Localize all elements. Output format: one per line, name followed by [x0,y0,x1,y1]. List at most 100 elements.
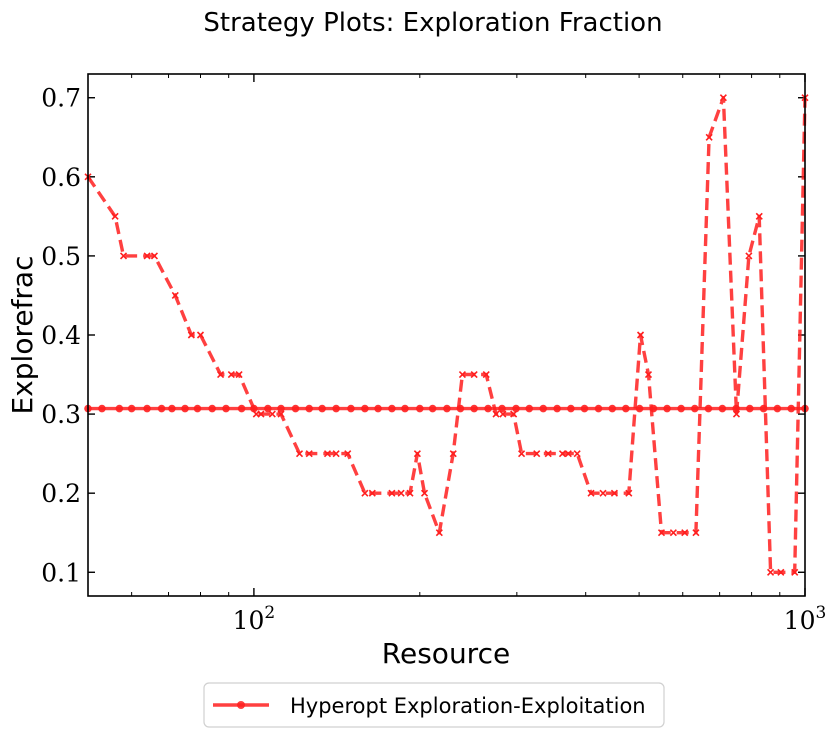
data-point [305,404,314,413]
data-point [553,404,561,413]
legend-box [203,682,665,728]
data-point-x [681,529,689,537]
data-point-x [558,450,567,458]
data-point [277,404,285,413]
data-point-x [344,450,352,458]
data-point-x [492,410,500,418]
data-point [567,404,575,413]
data-point [718,404,727,413]
data-point-x [295,450,304,458]
data-point-x [150,252,159,260]
x-axis-label: Resource [382,637,510,670]
data-point [291,404,300,413]
data-point-x [119,252,128,260]
data-point [98,404,106,413]
data-point-x [413,450,421,458]
data-point [401,404,409,413]
data-point-x [277,410,285,418]
data-point-x [719,94,727,102]
data-point-x [692,529,700,537]
data-point-x [745,252,753,260]
data-point [374,404,382,413]
x-tick-label: 103 [784,603,827,635]
data-point-x [332,450,340,458]
data-point-x [111,212,119,220]
data-point-x [458,370,466,379]
data-point-x [171,291,179,300]
legend-label: Hyperopt Exploration-Exploitation [290,694,646,718]
data-point-x [482,370,490,379]
data-point-x [669,529,677,537]
y-tick-label: 0.4 [41,321,81,350]
y-tick-label: 0.6 [41,163,81,192]
data-point-x [235,370,243,379]
data-point-x [217,370,225,379]
series-layer [84,94,809,576]
y-tick-label: 0.7 [41,84,81,113]
data-point-x [268,410,276,418]
data-point-x [599,489,607,497]
series-line-1 [86,95,807,574]
data-point-x [361,489,369,497]
data-point-x [499,410,507,418]
data-point-x [470,370,478,379]
y-tick-label: 0.1 [41,558,81,587]
data-point [677,404,685,413]
data-point [470,404,478,413]
data-point [332,404,340,413]
data-point [498,404,506,413]
data-point-x [755,212,763,220]
data-point-x [657,529,666,537]
y-axis: 0.1 0.2 0.3 0.4 0.5 0.6 0.7 [41,84,805,587]
data-point [580,404,589,413]
data-point-x [625,489,633,497]
data-point-x [305,450,313,458]
data-point-x [449,450,457,458]
data-point [237,404,246,413]
data-point [415,404,424,413]
y-tick-label: 0.3 [41,400,81,429]
data-point [690,404,699,413]
data-point [428,404,437,413]
data-point-x [257,410,265,418]
data-point [143,404,151,413]
data-point [635,404,644,413]
data-point [704,404,713,413]
data-point [361,404,369,413]
x-tick-label: 102 [233,603,276,635]
data-point [539,404,548,413]
y-tick-label: 0.5 [41,242,81,271]
data-point-x [510,410,518,418]
data-point-x [420,489,429,497]
chart-title: Strategy Plots: Exploration Fraction [203,8,662,38]
data-point-x [587,489,595,497]
data-point-x [705,133,713,141]
data-point [512,404,520,413]
data-point [745,404,754,413]
data-point [193,404,202,413]
data-point-x [406,489,414,497]
data-point [157,404,166,413]
data-point-x [368,489,376,497]
data-point-x [564,450,572,458]
data-point [443,404,451,413]
legend: Hyperopt Exploration-Exploitation [203,682,665,728]
data-point-x [610,489,618,497]
data-point [208,404,216,413]
data-point-x [777,568,785,576]
data-point [608,404,617,413]
data-point-x [388,489,396,497]
data-point-x [533,450,541,458]
data-point [168,404,176,413]
data-point-x [187,331,195,339]
data-point [115,404,124,413]
data-point [594,404,603,413]
data-point [181,404,189,413]
data-point [264,404,272,413]
data-point-x [573,450,581,458]
data-point-x [143,252,151,260]
data-point-x [435,529,443,537]
data-point-x [732,410,741,418]
data-point-x [323,450,332,458]
